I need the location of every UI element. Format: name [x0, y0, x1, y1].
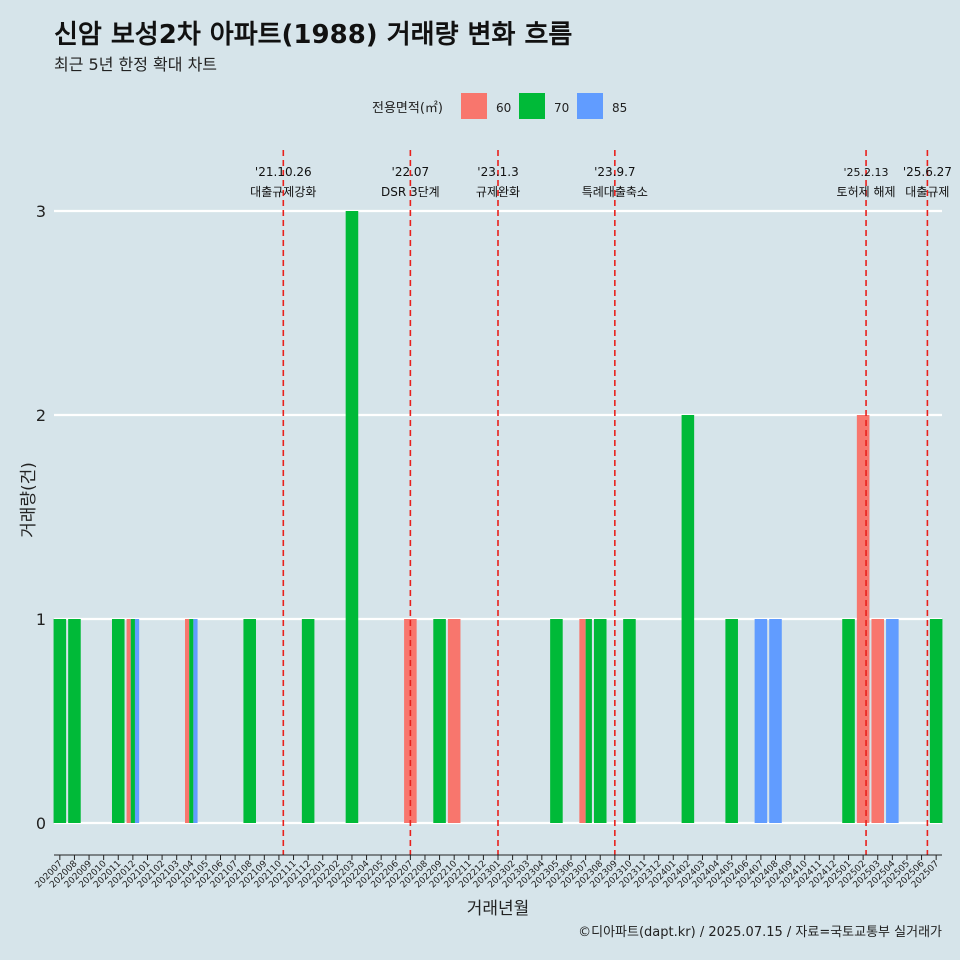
chart-subtitle: 최근 5년 한정 확대 차트 [54, 55, 217, 74]
bar-202502-60 [856, 415, 870, 823]
legend: 전용면적(㎡) 60 70 85 [372, 93, 627, 119]
bar-202108-70 [243, 619, 256, 823]
bar-202307-70 [585, 619, 592, 823]
bars [53, 211, 943, 823]
bar-202507-70 [929, 619, 943, 823]
bar-202308-70 [593, 619, 607, 823]
legend-swatch-85 [577, 93, 603, 119]
bar-202104-70 [189, 619, 194, 823]
annotation-date-4: '25.2.13 [844, 166, 889, 179]
legend-swatch-60 [461, 93, 487, 119]
bar-202104-60 [185, 619, 190, 823]
y-tick-label: 2 [36, 406, 46, 425]
y-tick-label: 1 [36, 610, 46, 629]
legend-swatch-70 [519, 93, 545, 119]
bar-202405-70 [725, 619, 738, 823]
bar-202012-70 [130, 619, 135, 823]
legend-title: 전용면적(㎡) [372, 101, 443, 116]
annotation-date-1: '22.07 [392, 165, 430, 179]
x-axis-label: 거래년월 [467, 899, 530, 919]
bar-202012-85 [134, 619, 140, 823]
y-tick-label: 3 [36, 202, 46, 221]
bar-202503-60 [871, 619, 885, 823]
caption: ©디아파트(dapt.kr) / 2025.07.15 / 자료=국토교통부 실… [578, 925, 942, 940]
annotation-label-1: DSR 3단계 [381, 185, 440, 199]
bar-202008-70 [68, 619, 81, 823]
bar-202307-60 [579, 619, 586, 823]
bar-202504-85 [886, 619, 899, 823]
bar-202501-70 [842, 619, 855, 823]
bar-202407-85 [754, 619, 768, 823]
annotation-date-2: '23.1.3 [477, 165, 518, 179]
y-tick-label: 0 [36, 814, 46, 833]
bar-202209-70 [433, 619, 446, 823]
annotation-date-5: '25.6.27 [903, 165, 952, 179]
annotation-label-5: 대출규제 [905, 185, 949, 199]
legend-label-70: 70 [554, 101, 569, 115]
legend-label-85: 85 [612, 101, 627, 115]
y-axis: 0 1 2 3 [36, 202, 46, 833]
annotation-label-3: 특례대출축소 [582, 185, 648, 199]
bar-202007-70 [53, 619, 67, 823]
annotation-date-3: '23.9.7 [594, 165, 635, 179]
bar-202310-70 [623, 619, 636, 823]
legend-label-60: 60 [496, 101, 511, 115]
bar-202112-70 [301, 619, 315, 823]
bar-202011-70 [111, 619, 125, 823]
annotation-date-0: '21.10.26 [255, 165, 312, 179]
bar-202305-70 [550, 619, 563, 823]
bar-202402-70 [681, 415, 695, 823]
legend-entries: 60 70 85 [461, 93, 627, 119]
bar-202210-60 [447, 619, 461, 823]
annotation-label-4: 토허제 해제 [837, 185, 896, 199]
bar-202408-85 [769, 619, 782, 823]
x-axis: 2020072020082020092020102020112020122021… [34, 854, 942, 890]
annotation-label-0: 대출규제강화 [250, 185, 316, 199]
bar-202104-85 [193, 619, 198, 823]
y-axis-label: 거래량(건) [19, 462, 39, 538]
annotation-label-2: 규제완화 [476, 185, 520, 199]
chart-title: 신암 보성2차 아파트(1988) 거래량 변화 흐름 [54, 20, 572, 50]
annotations: '21.10.26 대출규제강화 '22.07 DSR 3단계 '23.1.3 규제완화 '… [250, 150, 952, 855]
bar-202012-60 [126, 619, 131, 823]
bar-202203-70 [345, 211, 359, 823]
